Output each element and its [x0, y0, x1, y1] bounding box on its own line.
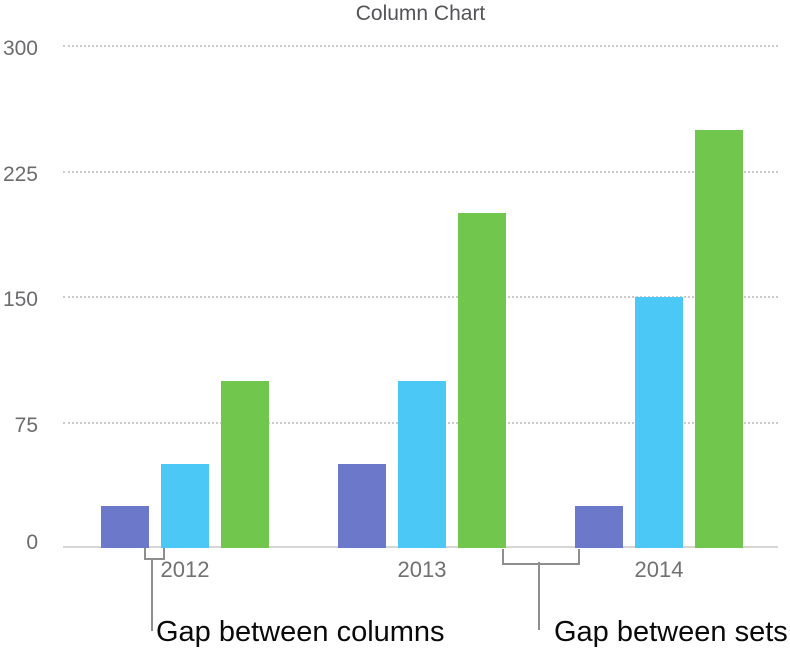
- bar-2014-green: [695, 130, 743, 548]
- x-category-label-2012: 2012: [160, 557, 210, 582]
- bar-2013-blue: [398, 381, 446, 548]
- bar-2012-blue: [161, 464, 209, 548]
- x-category-label-2013: 2013: [397, 557, 447, 582]
- y-tick-label-300: 300: [2, 37, 38, 60]
- bar-2013-purple: [338, 464, 386, 548]
- bar-2013-green: [458, 213, 506, 548]
- y-tick-label-75: 75: [14, 413, 38, 437]
- bar-2014-blue: [635, 297, 683, 548]
- bar-2012-green: [221, 381, 269, 548]
- gap-between-sets-label: Gap between sets: [554, 616, 788, 648]
- gridline-225: [63, 170, 778, 173]
- y-tick-label-150: 150: [2, 288, 38, 311]
- plot-area: [63, 45, 778, 548]
- bar-2014-purple: [575, 506, 623, 548]
- x-category-label-2014: 2014: [634, 557, 684, 582]
- gap-between-columns-stem: [151, 558, 153, 631]
- y-tick-label-0: 0: [26, 531, 38, 554]
- gap-between-columns-bracket: [144, 548, 165, 560]
- gap-between-sets-bracket: [502, 549, 580, 565]
- bar-2012-purple: [101, 506, 149, 548]
- gap-between-columns-label: Gap between columns: [156, 616, 445, 648]
- gridline-150: [63, 296, 778, 298]
- gap-between-sets-stem: [538, 562, 540, 630]
- chart-title: Column Chart: [355, 2, 486, 25]
- y-tick-label-225: 225: [2, 162, 38, 186]
- gridline-300: [63, 45, 778, 47]
